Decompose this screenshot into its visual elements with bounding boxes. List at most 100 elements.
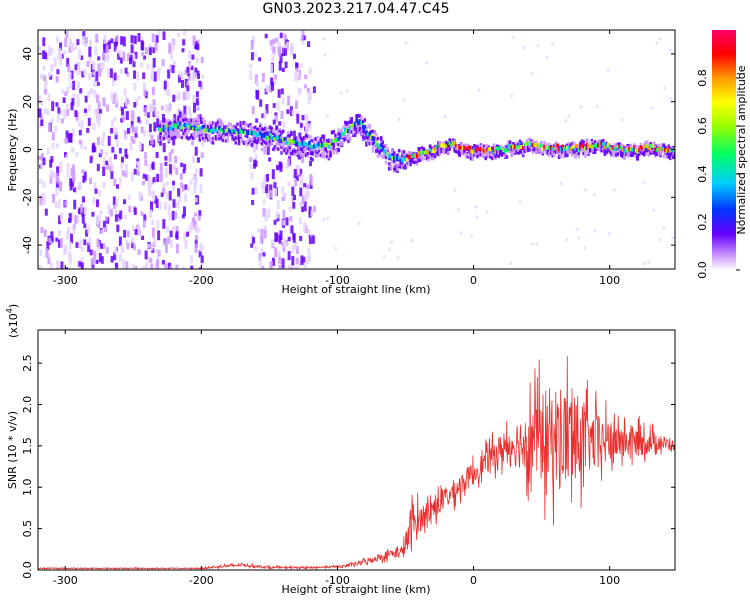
ridge-mark [249,130,252,135]
ridge-mark [169,126,172,130]
ridge-mark [268,132,272,137]
ridge-mark [157,126,161,131]
ridge-mark [647,146,651,150]
ridge-mark [414,153,417,158]
ridge-mark [183,122,187,127]
ridge-mark [600,141,604,146]
ridge-mark [397,155,401,160]
ridge-mark [420,149,424,153]
ridge-mark [283,137,287,141]
ridge-mark [365,130,368,135]
y-tick-label: 2.0 [21,396,34,414]
y-tick-label: 1.5 [21,437,34,455]
ridge-mark [667,147,671,152]
ridge-mark [642,146,646,151]
ridge-mark [535,143,538,148]
ridge-mark [244,130,248,135]
ridge-mark [170,126,174,131]
ridge-mark [164,126,168,131]
y-tick-label: 0.5 [21,520,34,538]
spectrogram-x-axis-label: Height of straight line (km) [281,283,430,296]
ridge-mark [290,139,293,144]
ridge-mark [664,148,667,152]
ridge-mark [651,144,654,148]
ridge-mark [657,146,661,151]
ridge-mark [553,147,556,152]
ridge-mark [468,145,471,150]
ridge-mark [492,146,496,151]
ridge-mark [464,146,468,151]
ridge-mark [500,146,504,150]
ridge-mark [505,148,509,153]
ridge-mark [629,147,633,152]
ridge-mark [422,150,426,155]
ridge-mark [590,142,594,147]
ridge-mark [361,125,365,130]
x-tick-label: 0 [470,274,477,287]
ridge-mark [466,147,470,152]
ridge-mark [265,135,269,140]
ridge-mark [401,158,404,163]
spectrogram-ridge [157,113,675,173]
ridge-mark [419,151,422,156]
ridge-mark [205,126,208,131]
ridge-mark [482,148,486,153]
spectrogram-heatmap [38,30,674,269]
ridge-mark [655,147,659,152]
ridge-mark [442,143,445,148]
ridge-mark [165,123,169,128]
ridge-mark [175,124,179,129]
ridge-mark [162,125,166,129]
ridge-mark [174,123,177,128]
ridge-mark [618,144,622,149]
ridge-mark [342,132,346,136]
ridge-mark [603,145,607,150]
snr-y-axis-label: SNR (10 * v/v) [6,411,19,489]
ridge-mark [281,137,285,142]
ridge-mark [312,144,316,149]
ridge-mark [479,147,483,151]
ridge-mark [358,120,362,125]
ridge-mark [469,149,473,154]
ridge-mark [611,145,615,150]
ridge-mark [193,124,197,129]
y-tick-label: 0 [21,146,34,153]
ridge-mark [494,149,497,154]
ridge-mark [605,144,609,149]
ridge-mark [543,144,546,149]
ridge-mark [201,124,205,129]
ridge-mark [513,145,517,150]
x-tick-label: -200 [189,574,214,587]
ridge-mark [242,129,246,134]
colorbar-tick-label: 0.2 [696,213,709,231]
ridge-mark [234,128,238,133]
ridge-mark [665,148,669,153]
ridge-mark [324,142,328,147]
ridge-mark [461,146,465,151]
ridge-mark [481,148,484,153]
colorbar-tick-label: 0.8 [696,69,709,87]
x-tick-label: 100 [599,574,620,587]
ridge-mark [670,148,674,153]
ridge-mark [450,143,453,148]
ridge-mark [587,144,591,149]
ridge-mark [299,142,303,147]
ridge-mark [554,144,558,149]
ridge-mark [185,123,189,128]
ridge-mark [277,135,280,140]
ridge-mark [161,127,164,132]
ridge-mark [435,144,439,149]
y-tick-label: 1.0 [21,478,34,496]
ridge-mark [311,145,315,150]
ridge-mark [448,141,452,145]
x-tick-label: -100 [325,274,350,287]
ridge-mark [585,142,589,147]
ridge-mark [430,149,434,153]
ridge-mark [384,151,388,156]
ridge-mark [495,146,499,151]
y-tick-label: 0.0 [21,561,34,579]
ridge-mark [624,148,628,153]
ridge-mark [463,145,466,150]
